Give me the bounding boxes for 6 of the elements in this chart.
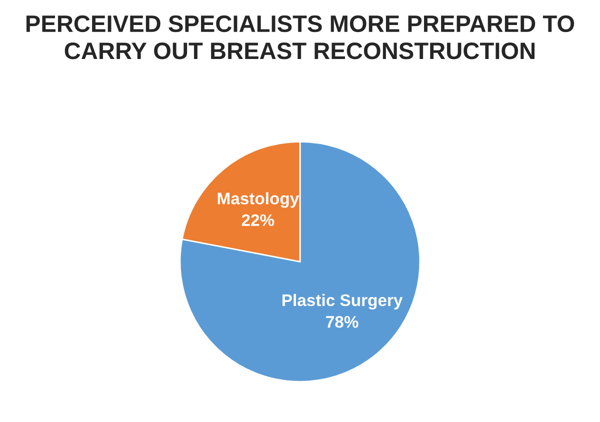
slice-label: Mastology	[218, 192, 300, 208]
data-label: 22%	[242, 214, 274, 226]
slice-label: Plastic Surgery	[282, 294, 403, 310]
chart-title: PERCEIVED SPECIALISTS MORE PREPARED TO CARRY OUT BREAST RECONSTRUCTION	[26, 15, 574, 60]
data-label: 78%	[326, 316, 358, 328]
pie-slice	[179, 140, 421, 382]
